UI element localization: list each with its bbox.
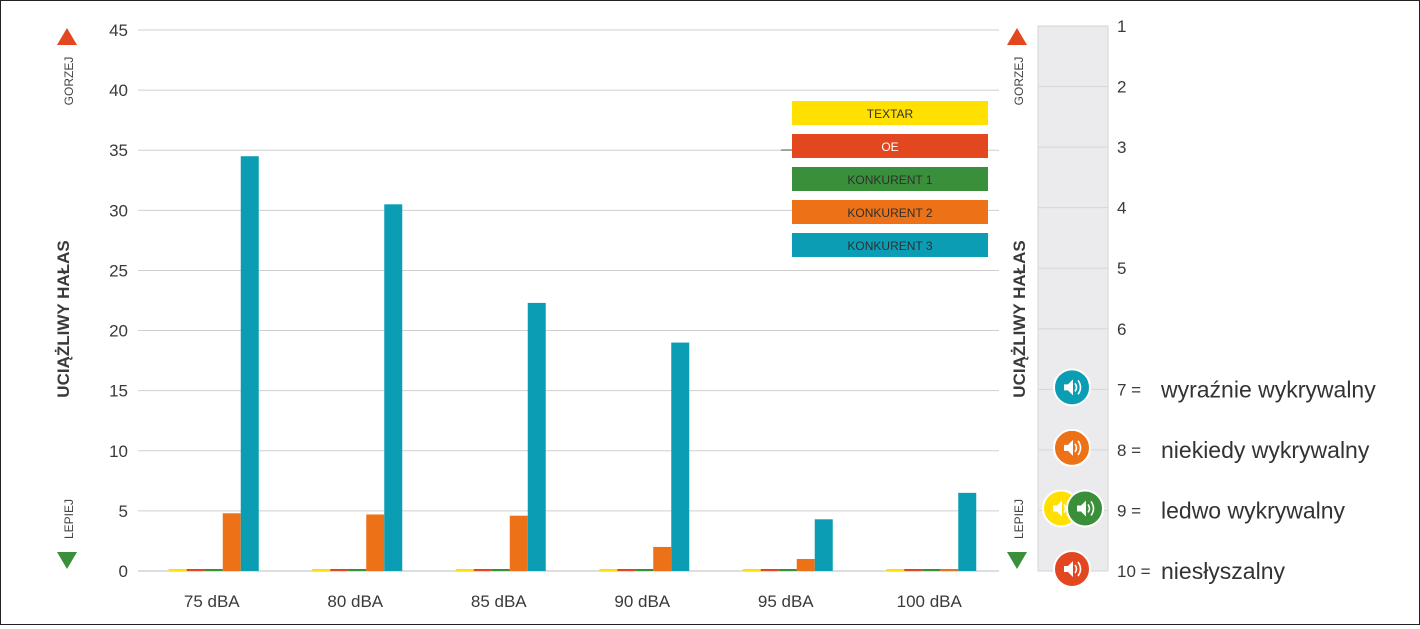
legend-swatch [792, 134, 988, 158]
bar-konkurent-2 [366, 514, 385, 571]
x-tick-label: 100 dBA [897, 592, 963, 611]
scale-y-axis-title: UCIĄŻLIWY HAŁAS [1010, 240, 1029, 397]
bar-oe [904, 569, 923, 571]
bar-konkurent-1 [778, 569, 797, 571]
bar-textar [312, 569, 331, 571]
bar-konkurent-2 [653, 546, 672, 571]
scale-better-arrow-down-icon [1007, 552, 1027, 569]
bar-konkurent-2 [509, 515, 528, 571]
x-tick-label: 75 dBA [184, 592, 240, 611]
legend-label: OE [881, 140, 898, 154]
bar-konkurent-2 [940, 569, 959, 571]
scale-tick-label: 8 = [1117, 441, 1141, 460]
y-tick-label: 10 [109, 442, 128, 461]
scale-tick-label: 9 = [1117, 501, 1141, 520]
bar-konkurent-3 [671, 342, 690, 571]
x-tick-label: 85 dBA [471, 592, 527, 611]
y-axis-title: UCIĄŻLIWY HAŁAS [54, 240, 73, 397]
scale-worse-arrow-up-icon [1007, 28, 1027, 45]
speaker-icon [1066, 489, 1104, 528]
scale-panel-background [1037, 25, 1109, 572]
x-tick-label: 90 dBA [614, 592, 670, 611]
x-tick-labels: 75 dBA 80 dBA 85 dBA 90 dBA 95 dBA 100 dBA [184, 592, 963, 611]
bar-oe [330, 569, 349, 571]
legend-label: TEXTAR [867, 107, 914, 121]
legend-swatch [792, 233, 988, 257]
scale-tick-label: 5 [1117, 259, 1126, 278]
legend-label: KONKURENT 2 [847, 206, 932, 220]
bar-konkurent-1 [348, 569, 367, 571]
bar-konkurent-2 [222, 513, 241, 571]
y-tick-label: 0 [119, 562, 128, 581]
legend-label: KONKURENT 1 [847, 173, 932, 187]
bar-konkurent-1 [922, 569, 941, 571]
grid [138, 29, 999, 572]
scale-description: ledwo wykrywalny [1161, 497, 1346, 523]
bar-konkurent-3 [814, 519, 833, 571]
bar-oe [617, 569, 636, 571]
y-tick-label: 45 [109, 21, 128, 40]
y-tick-label: 40 [109, 81, 128, 100]
bar-konkurent-3 [240, 156, 259, 571]
y-tick-labels: 0 5 10 15 20 25 30 35 40 45 [109, 21, 128, 581]
scale-worse-label: GORZEJ [1012, 57, 1026, 106]
scale-tick-label: 4 [1117, 199, 1126, 218]
scale-tick-label: 3 [1117, 138, 1126, 157]
bar-oe [186, 569, 205, 571]
bar-konkurent-3 [958, 492, 977, 571]
bar-konkurent-3 [384, 204, 403, 572]
bar-oe [760, 569, 779, 571]
bar-textar [455, 569, 474, 571]
speaker-icon [1053, 368, 1091, 407]
bar-konkurent-1 [635, 569, 654, 571]
bar-textar [742, 569, 761, 571]
bar-konkurent-3 [527, 302, 546, 571]
y-tick-label: 25 [109, 261, 128, 280]
scale-ticks: 1 2 3 4 5 6 7 = 8 = 9 = 10 = [1038, 17, 1151, 581]
speaker-icon [1053, 428, 1091, 467]
bar-textar [599, 569, 618, 571]
bar-konkurent-1 [491, 569, 510, 571]
bar-textar [886, 569, 905, 571]
legend-label: KONKURENT 3 [847, 239, 932, 253]
bar-oe [473, 569, 492, 571]
scale-tick-label: 7 = [1117, 380, 1141, 399]
legend-swatch [792, 167, 988, 191]
y-tick-label: 20 [109, 322, 128, 341]
y-tick-label: 30 [109, 201, 128, 220]
bar-konkurent-2 [796, 558, 815, 571]
worse-label: GORZEJ [62, 57, 76, 106]
y-tick-label: 35 [109, 141, 128, 160]
bars [168, 156, 977, 572]
bar-konkurent-1 [204, 569, 223, 571]
better-arrow-down-icon [57, 552, 77, 569]
scale-better-label: LEPIEJ [1012, 499, 1026, 539]
speaker-icon [1053, 550, 1091, 588]
better-label: LEPIEJ [62, 499, 76, 539]
legend: TEXTAR OE KONKURENT 1 KONKURENT 2 KONKURENT … [781, 101, 988, 257]
legend-swatch [792, 101, 988, 125]
scale-description: wyraźnie wykrywalny [1160, 376, 1376, 402]
y-tick-label: 5 [119, 502, 128, 521]
legend-swatch [792, 200, 988, 224]
scale-tick-label: 2 [1117, 78, 1126, 97]
x-tick-label: 80 dBA [327, 592, 383, 611]
scale-descriptions: wyraźnie wykrywalny niekiedy wykrywalny le… [1160, 376, 1376, 584]
scale-markers [1042, 368, 1104, 588]
worse-arrow-up-icon [57, 28, 77, 45]
scale-tick-label: 6 [1117, 320, 1126, 339]
scale-tick-label: 10 = [1117, 562, 1151, 581]
x-tick-label: 95 dBA [758, 592, 814, 611]
y-tick-label: 15 [109, 382, 128, 401]
bar-textar [168, 569, 187, 571]
scale-tick-label: 1 [1117, 17, 1126, 36]
scale-description: niekiedy wykrywalny [1161, 437, 1370, 463]
scale-description: niesłyszalny [1161, 558, 1285, 584]
